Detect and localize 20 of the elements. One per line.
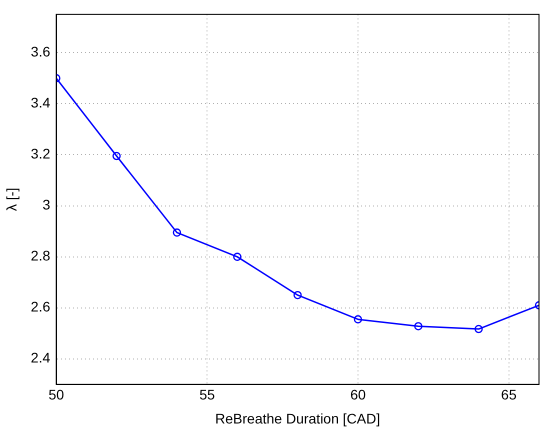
point bbox=[233, 252, 242, 261]
x-tick-label: 50 bbox=[48, 386, 64, 403]
y-axis-title: λ [-] bbox=[3, 188, 20, 212]
point bbox=[354, 315, 362, 324]
x-tick-label: 55 bbox=[199, 386, 216, 403]
y-tick-label: 2.8 bbox=[30, 248, 50, 264]
y-tick-label: 3 bbox=[42, 196, 50, 213]
y-tick-label: 2.4 bbox=[30, 350, 50, 366]
point bbox=[414, 322, 422, 330]
point bbox=[293, 290, 302, 300]
point bbox=[172, 228, 182, 237]
y-tick-label: 3.4 bbox=[30, 94, 50, 111]
x-tick-label: 65 bbox=[501, 386, 517, 403]
x-axis-title: ReBreathe Duration [CAD] bbox=[215, 410, 380, 426]
y-tick-label: 3.6 bbox=[30, 44, 50, 60]
y-tick-label: 3.2 bbox=[30, 146, 50, 162]
x-tick-label: 60 bbox=[350, 386, 366, 403]
point bbox=[112, 152, 121, 160]
point bbox=[474, 324, 483, 334]
y-tick-label: 2.6 bbox=[30, 298, 50, 315]
